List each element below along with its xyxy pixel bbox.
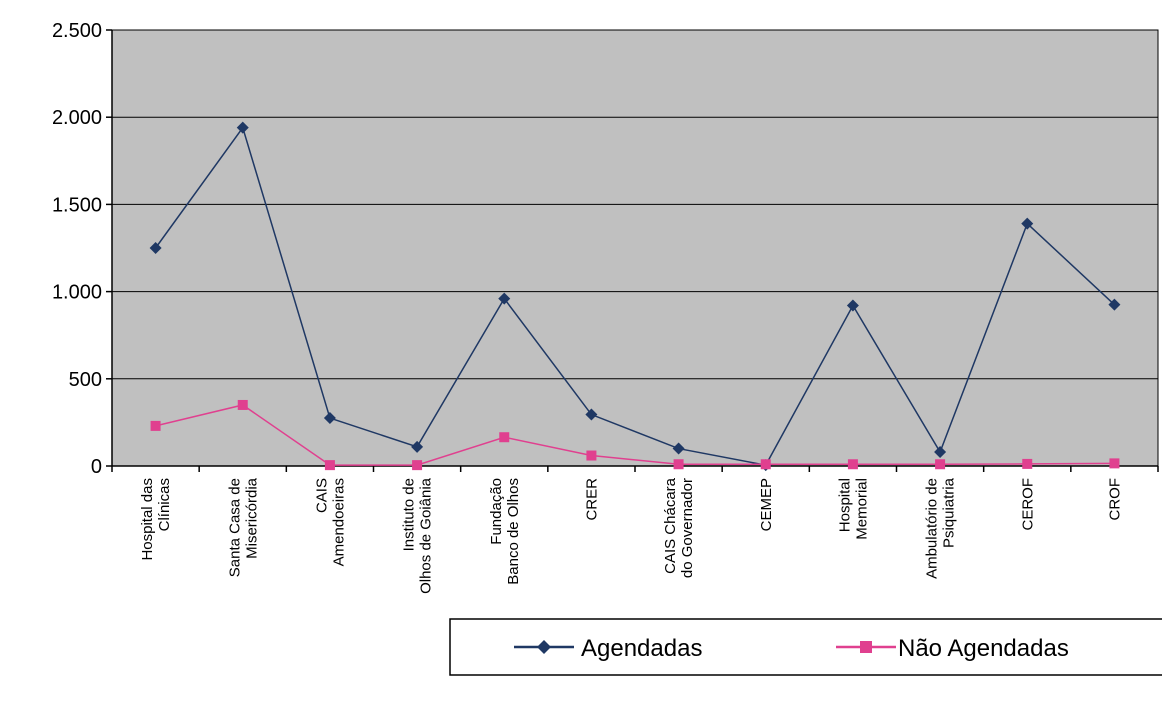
x-category-label-6: CAIS Chácara do Governador <box>662 477 696 578</box>
series-0-point-9 <box>934 446 947 459</box>
plot-area <box>111 29 1159 467</box>
y-tick-labels: 0 500 1.000 1.500 2.000 2.500 <box>52 20 102 478</box>
legend: Agendadas Não Agendadas <box>449 618 1162 676</box>
axes <box>106 29 1159 472</box>
series-0-point-6 <box>672 442 685 455</box>
legend-marker-nao-agendadas <box>860 641 872 653</box>
y-tick-label-2000: 2.000 <box>52 107 102 129</box>
x-category-label-4-line-0: Fundação <box>488 478 505 545</box>
x-category-label-8: Hospital Memorial <box>836 478 870 540</box>
y-tick-label-0: 0 <box>91 456 102 478</box>
series-1-point-7 <box>760 459 771 470</box>
series-0-point-1 <box>236 121 249 134</box>
series-1-point-0 <box>150 420 161 431</box>
x-category-label-2: CAIS Amendoeiras <box>313 478 347 566</box>
series-line-0 <box>154 125 1115 466</box>
x-category-label-4: Fundação Banco de Olhos <box>488 478 522 585</box>
x-category-label-5-line-0: CRER <box>583 478 600 521</box>
y-tick-label-1500: 1.500 <box>52 194 102 216</box>
series-0-point-3 <box>411 440 424 453</box>
series-1 <box>150 399 1120 471</box>
x-category-label-0-line-1: Clínicas <box>156 478 173 531</box>
legend-label-agendadas: Agendadas <box>581 635 702 662</box>
x-category-label-2-line-0: CAIS <box>313 478 330 513</box>
series-0-point-5 <box>585 408 598 421</box>
series-0-point-11 <box>1108 298 1121 311</box>
x-category-label-3-line-1: Olhos de Goiânia <box>418 477 435 594</box>
x-category-label-6-line-1: do Governador <box>679 478 696 578</box>
series-0-point-4 <box>498 292 511 305</box>
series-1-point-2 <box>324 460 335 471</box>
x-category-label-10-line-0: CEROF <box>1019 478 1036 531</box>
legend-item-nao-agendadas: Não Agendadas <box>836 635 1069 662</box>
x-category-label-1-line-0: Santa Casa de <box>226 478 243 577</box>
x-category-label-8-line-1: Memorial <box>853 478 870 540</box>
x-category-label-7: CEMEP <box>758 478 775 531</box>
x-category-label-1-line-1: Misericórdia <box>243 477 260 559</box>
legend-label-nao-agendadas: Não Agendadas <box>898 635 1069 662</box>
series-0-point-8 <box>846 299 859 312</box>
x-category-label-11-line-0: CROF <box>1106 478 1123 521</box>
x-category-label-9-line-0: Ambulatório de <box>924 478 941 579</box>
series-line-1 <box>155 404 1115 466</box>
x-category-label-3: Instituto de Olhos de Goiânia <box>401 477 435 594</box>
x-category-label-5: CRER <box>583 478 600 521</box>
x-category-label-4-line-1: Banco de Olhos <box>505 478 522 585</box>
series-1-point-6 <box>673 459 684 470</box>
x-category-label-8-line-0: Hospital <box>836 478 853 532</box>
series-1-point-4 <box>499 432 510 443</box>
x-category-label-0-line-0: Hospital das <box>139 478 156 561</box>
x-tick-labels: Hospital das Clínicas Santa Casa de Miseric… <box>139 477 1123 594</box>
x-category-label-2-line-1: Amendoeiras <box>330 478 347 566</box>
plot-background <box>111 29 1159 467</box>
gridlines <box>112 29 1158 380</box>
y-tick-label-500: 500 <box>69 369 102 391</box>
x-category-label-10: CEROF <box>1019 478 1036 531</box>
legend-item-agendadas: Agendadas <box>514 635 702 662</box>
y-tick-label-1000: 1.000 <box>52 282 102 304</box>
series-1-point-1 <box>237 399 248 410</box>
series-1-point-11 <box>1109 458 1120 469</box>
x-category-label-3-line-0: Instituto de <box>401 478 418 551</box>
y-tick-label-2500: 2.500 <box>52 20 102 42</box>
x-category-label-0: Hospital das Clínicas <box>139 478 173 561</box>
series-1-point-10 <box>1022 458 1033 469</box>
series-0-point-0 <box>149 242 162 254</box>
series-0-point-2 <box>323 412 336 425</box>
series-1-point-5 <box>586 450 597 461</box>
x-category-label-9: Ambulatório de Psiquiatria <box>924 477 958 579</box>
series-1-point-9 <box>935 459 946 470</box>
series-0-point-10 <box>1021 217 1034 230</box>
x-category-label-11: CROF <box>1106 478 1123 521</box>
x-category-label-6-line-0: CAIS Chácara <box>662 477 679 574</box>
series-lines <box>149 121 1121 472</box>
series-1-point-8 <box>847 459 858 470</box>
series-1-point-3 <box>412 460 423 471</box>
x-category-label-9-line-1: Psiquiatria <box>941 477 958 548</box>
x-category-label-1: Santa Casa de Misericórdia <box>226 477 260 577</box>
legend-marker-agendadas <box>537 640 551 654</box>
x-category-label-7-line-0: CEMEP <box>758 478 775 531</box>
